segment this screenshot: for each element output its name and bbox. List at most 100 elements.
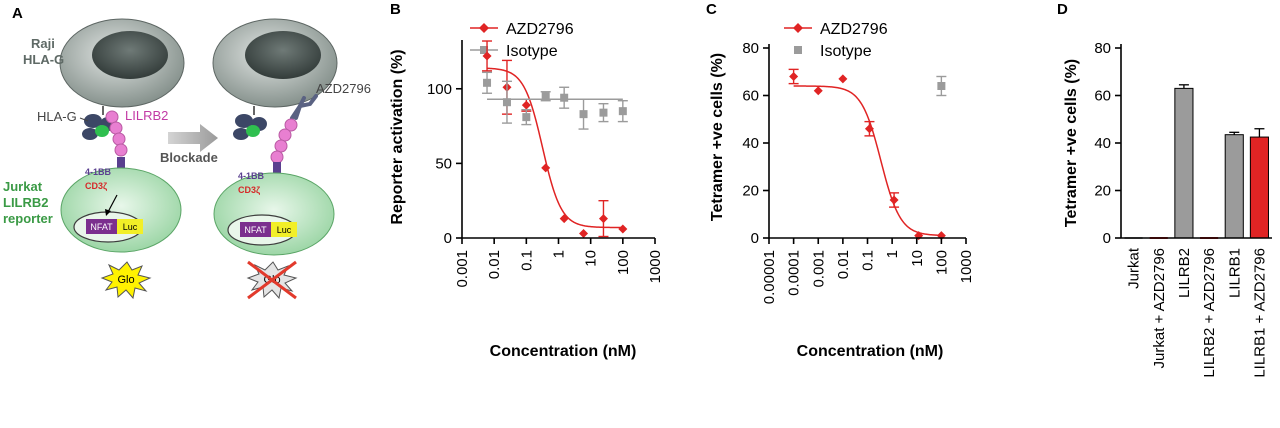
series-0-point: [560, 214, 569, 223]
figure: A Raji HLA-G HLA-G LILRB2: [0, 0, 1280, 428]
series-1-point: [483, 79, 491, 87]
hla-g-cell-label: HLA-G: [23, 52, 64, 67]
domain-cd3z-right: CD3ζ: [238, 185, 260, 195]
lilrb2-reporter-label: LILRB2: [3, 195, 49, 210]
panel-c-axes: 0204060800.00001 0.0001 0.001 0.01 0.1 1 10 100…: [742, 40, 975, 304]
x-tick-label: 0.1: [860, 250, 877, 271]
series-1-point: [503, 98, 511, 106]
panel-b: B AZD2796 Isotype 0 50 100 0.001 0.01 0.1 1 10 10…: [389, 1, 664, 360]
x-tick-label: 10: [583, 250, 600, 267]
blockade-arrow-icon: [168, 124, 218, 152]
y-tick-label: 40: [1094, 135, 1111, 152]
panel-a-letter: A: [12, 5, 23, 22]
panel-c-plot-area: [789, 69, 947, 240]
panel-c-legend: AZD2796 Isotype: [784, 21, 888, 60]
x-category-label: Jurkat: [1126, 247, 1143, 289]
panel-b-y-axis-title: Reporter activation (%): [389, 49, 406, 224]
panel-b-x-axis-title: Concentration (nM): [490, 343, 637, 360]
series-0-fit-curve: [794, 86, 942, 235]
series-1-point: [599, 109, 607, 117]
legend-label-1: Isotype: [506, 43, 558, 60]
bar: [1225, 135, 1243, 238]
nfat-label-right: NFAT: [244, 225, 267, 235]
blockade-label: Blockade: [160, 150, 218, 165]
y-tick-label: 50: [435, 155, 452, 172]
domain-cd3z-left: CD3ζ: [85, 181, 107, 191]
x-tick-label: 10: [909, 250, 926, 267]
glo-label: Glo: [117, 274, 134, 286]
series-1-point: [560, 94, 568, 102]
panel-d: D 0 20 40 60 80 Jurkat Jurkat + AZD2796 LILRB2 L…: [1057, 1, 1272, 378]
panel-d-plot-area: [1125, 85, 1269, 238]
y-tick-label: 60: [742, 88, 759, 105]
antibody-label: AZD2796: [316, 81, 371, 96]
raji-nucleus-left: [92, 31, 168, 79]
lilrb2-label: LILRB2: [125, 108, 168, 123]
jurkat-label: Jurkat: [3, 179, 43, 194]
reporter-label: reporter: [3, 211, 53, 226]
legend-marker-azd2796: [793, 23, 803, 33]
series-0-point: [789, 72, 798, 81]
y-tick-label: 0: [1103, 230, 1111, 247]
y-tick-label: 0: [444, 230, 452, 247]
x-tick-label: 1: [884, 250, 901, 258]
luc-label-left: Luc: [123, 222, 138, 232]
x-tick-label: 0.001: [810, 250, 827, 288]
panel-c-x-axis-title: Concentration (nM): [797, 343, 944, 360]
series-1-point: [619, 107, 627, 115]
x-tick-label: 0.1: [518, 250, 535, 271]
hla-g-label: HLA-G: [37, 109, 77, 124]
legend-label-0: AZD2796: [506, 21, 574, 38]
y-tick-label: 60: [1094, 88, 1111, 105]
y-tick-label: 100: [427, 81, 452, 98]
panel-c-letter: C: [706, 1, 717, 18]
panel-d-letter: D: [1057, 1, 1068, 18]
x-tick-label: 1: [551, 250, 568, 258]
series-1-point: [937, 82, 945, 90]
bar: [1175, 88, 1193, 238]
y-tick-label: 20: [1094, 183, 1111, 200]
series-0-point: [579, 229, 588, 238]
y-tick-label: 0: [751, 230, 759, 247]
raji-nucleus-right: [245, 31, 321, 79]
y-tick-label: 40: [742, 135, 759, 152]
series-0-point: [599, 214, 608, 223]
x-tick-label: 0.001: [454, 250, 471, 288]
legend-label-0: AZD2796: [820, 21, 888, 38]
x-tick-label: 0.0001: [786, 250, 803, 296]
hla-g-complex-right: [233, 106, 267, 140]
x-category-label: LILRB2: [1176, 248, 1193, 298]
x-category-label: Jurkat + AZD2796: [1151, 248, 1168, 368]
x-category-label: LILRB2 + AZD2796: [1201, 248, 1218, 378]
x-category-label: LILRB1 + AZD2796: [1251, 248, 1268, 378]
x-tick-label: 0.00001: [761, 250, 778, 304]
series-1-point: [542, 92, 550, 100]
series-0-point: [618, 225, 627, 234]
panel-d-y-axis-title: Tetramer +ve cells (%): [1063, 59, 1080, 227]
series-0-point: [814, 86, 823, 95]
legend-marker-isotype: [794, 46, 802, 54]
x-tick-label: 0.01: [486, 250, 503, 279]
panel-b-letter: B: [390, 1, 401, 18]
raji-label: Raji: [31, 36, 55, 51]
legend-label-1: Isotype: [820, 43, 872, 60]
nfat-label-left: NFAT: [90, 222, 113, 232]
series-0-point: [522, 101, 531, 110]
legend-marker-azd2796: [479, 23, 489, 33]
domain-4-1bb-right: 4-1BB: [238, 171, 265, 181]
y-tick-label: 80: [1094, 40, 1111, 57]
x-category-label: LILRB1: [1226, 248, 1243, 298]
y-tick-label: 20: [742, 183, 759, 200]
x-tick-label: 1000: [958, 250, 975, 283]
series-1-point: [522, 113, 530, 121]
panel-a: A Raji HLA-G HLA-G LILRB2: [3, 5, 371, 298]
luc-label-right: Luc: [277, 225, 292, 235]
panel-c-y-axis-title: Tetramer +ve cells (%): [709, 53, 726, 221]
bar: [1250, 137, 1268, 238]
panel-b-plot-area: [482, 41, 628, 238]
series-0-point: [838, 74, 847, 83]
domain-4-1bb-left: 4-1BB: [85, 167, 112, 177]
series-1-point: [580, 110, 588, 118]
x-tick-label: 100: [615, 250, 632, 275]
